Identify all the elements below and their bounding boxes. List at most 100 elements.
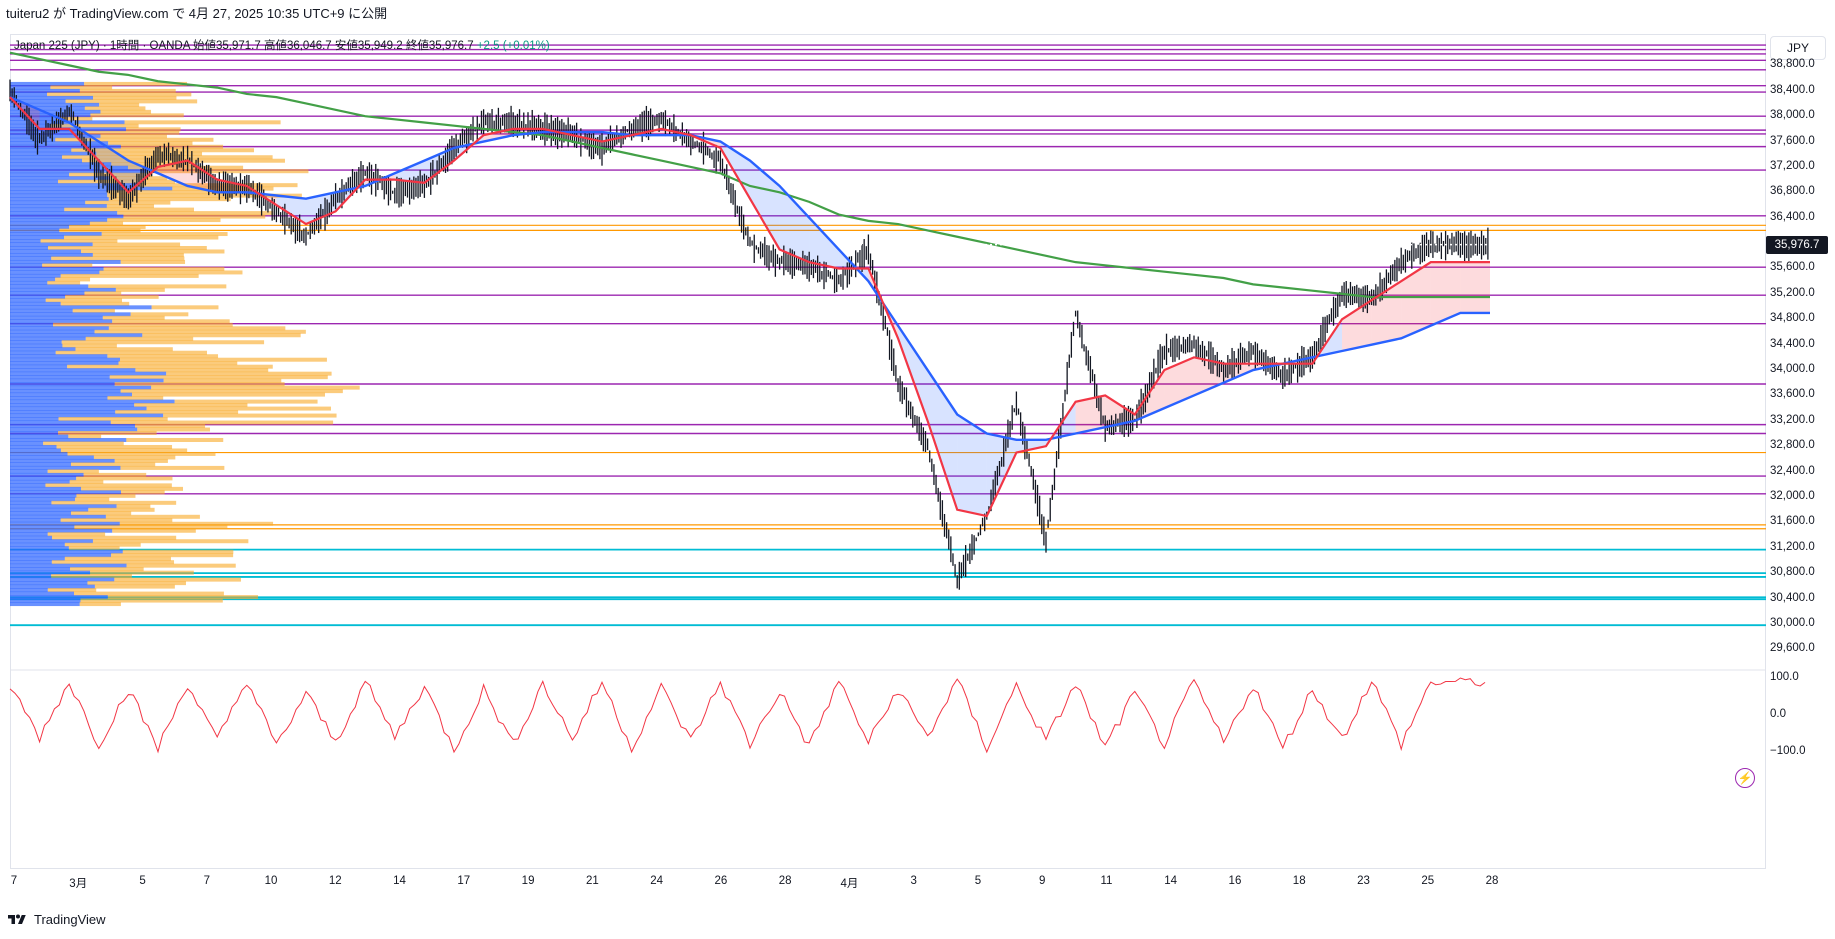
- volume-profile-bar: [10, 504, 117, 509]
- time-axis[interactable]: 7 3月 5 7 10 12 14 17 19 21 24 26 28 4月 3 5 9 11 14 16 18 23 25…: [10, 873, 1766, 897]
- volume-profile-bar: [107, 354, 219, 359]
- ema-cloud-fill: [1075, 395, 1106, 434]
- ema-cloud-fill: [986, 433, 1017, 517]
- volume-profile-bar: [42, 263, 93, 268]
- price-axis[interactable]: 38,800.0 38,400.0 38,000.0 37,600.0 37,200.0…: [1766, 34, 1835, 869]
- price-tick-label: 38,000.0: [1770, 109, 1815, 122]
- volume-profile-bar: [10, 197, 109, 202]
- volume-profile-bar: [47, 532, 106, 537]
- volume-profile-bar: [79, 602, 121, 607]
- legend-low-label: 安値: [334, 40, 358, 52]
- volume-profile-bar: [10, 483, 46, 488]
- volume-profile-bar: [10, 493, 77, 498]
- volume-profile-bar: [10, 343, 63, 348]
- volume-profile-bar: [10, 102, 100, 107]
- volume-profile-bar: [59, 228, 141, 233]
- volume-profile-bar: [135, 424, 206, 429]
- volume-profile-bar: [74, 525, 228, 530]
- oscillator-tick-label: 0.0: [1770, 708, 1786, 720]
- price-tick-label: 32,000.0: [1770, 489, 1815, 502]
- volume-profile-bar: [58, 179, 176, 184]
- volume-profile-bar: [10, 326, 109, 331]
- price-tick-label: 31,600.0: [1770, 515, 1815, 528]
- volume-profile-bar: [10, 305, 152, 310]
- volume-profile-bar: [115, 287, 165, 292]
- volume-profile-bar: [10, 287, 116, 292]
- volume-profile-bar: [122, 549, 234, 554]
- volume-profile-bar: [10, 245, 49, 250]
- volume-profile-bar: [77, 130, 180, 135]
- ema-cloud-fill: [1460, 262, 1490, 313]
- volume-profile-bar: [50, 85, 113, 90]
- volume-profile-bar: [114, 458, 168, 463]
- volume-profile-bar: [51, 574, 132, 579]
- legend-close-label: 終値: [405, 40, 429, 52]
- time-tick-label: 3: [910, 875, 917, 887]
- volume-profile-bar: [10, 500, 52, 505]
- volume-profile-bar: [89, 221, 124, 226]
- volume-profile-bar: [105, 514, 200, 519]
- ema-cloud-fill: [39, 109, 70, 129]
- volume-profile-bar: [10, 357, 121, 362]
- price-tick-label: 37,200.0: [1770, 159, 1815, 172]
- price-tick-label: 29,600.0: [1770, 642, 1815, 655]
- volume-profile-bar: [10, 486, 82, 491]
- volume-profile-bar: [99, 102, 140, 107]
- volume-profile-bar: [45, 483, 172, 488]
- volume-profile-bar: [10, 361, 119, 366]
- volume-profile-bar: [64, 235, 219, 240]
- volume-profile-bar: [126, 437, 224, 442]
- volume-profile-bar: [10, 322, 54, 327]
- volume-profile-bar: [10, 123, 51, 128]
- volume-profile-bar: [114, 577, 241, 582]
- volume-profile-bar: [72, 308, 115, 313]
- volume-profile-bar: [10, 141, 109, 146]
- volume-profile-bar: [120, 144, 224, 149]
- volume-profile-bar: [96, 151, 203, 156]
- volume-profile-bar: [146, 406, 331, 411]
- ema-fast-line: [9, 96, 1490, 518]
- price-tick-label: 34,400.0: [1770, 337, 1815, 350]
- volume-profile-bar: [130, 312, 189, 317]
- volume-profile-bar: [10, 399, 175, 404]
- volume-profile-bar: [47, 92, 192, 97]
- price-tick-label: 31,200.0: [1770, 540, 1815, 553]
- volume-profile-bar: [10, 441, 44, 446]
- symbol-legend[interactable]: Japan 225 (JPY) · 1時間 · OANDA 始値35,971.7…: [14, 37, 550, 53]
- time-tick-label: 4月: [840, 878, 859, 890]
- volume-profile-bar: [10, 193, 108, 198]
- volume-profile-bar: [112, 319, 230, 324]
- volume-profile-bar: [10, 151, 97, 156]
- volume-profile-bar: [48, 245, 207, 250]
- volume-profile-bar: [10, 88, 80, 93]
- volume-profile-bar: [10, 106, 85, 111]
- time-tick-label: 10: [264, 875, 278, 887]
- time-tick-label: 14: [393, 875, 406, 887]
- volume-profile-bar: [94, 584, 175, 589]
- volume-profile-bar: [10, 109, 101, 114]
- volume-profile-bar: [10, 584, 95, 589]
- volume-profile-bar: [10, 298, 46, 303]
- volume-profile-bar: [10, 179, 59, 184]
- volume-profile-bar: [10, 284, 89, 289]
- ema-cloud-fill: [394, 160, 425, 183]
- volume-profile-bar: [10, 392, 133, 397]
- volume-profile-bar: [10, 85, 51, 90]
- volume-profile-bar: [10, 315, 103, 320]
- time-tick-label: 19: [521, 875, 535, 887]
- price-tick-label: 38,800.0: [1770, 58, 1815, 71]
- volume-profile-bar: [10, 560, 52, 565]
- ema-cloud-fill: [276, 195, 306, 225]
- volume-profile-bar: [10, 602, 80, 607]
- volume-profile-bar: [174, 399, 318, 404]
- volume-profile-bar: [10, 420, 111, 425]
- volume-profile-bar: [127, 165, 244, 170]
- volume-profile-bar: [10, 371, 167, 376]
- volume-profile-bar: [120, 465, 225, 470]
- volume-profile-bar: [58, 417, 168, 422]
- currency-button[interactable]: JPY: [1770, 36, 1826, 60]
- lightning-icon[interactable]: ⚡: [1735, 768, 1755, 788]
- volume-profile-bar: [10, 134, 101, 139]
- time-tick-label: 7: [10, 875, 18, 887]
